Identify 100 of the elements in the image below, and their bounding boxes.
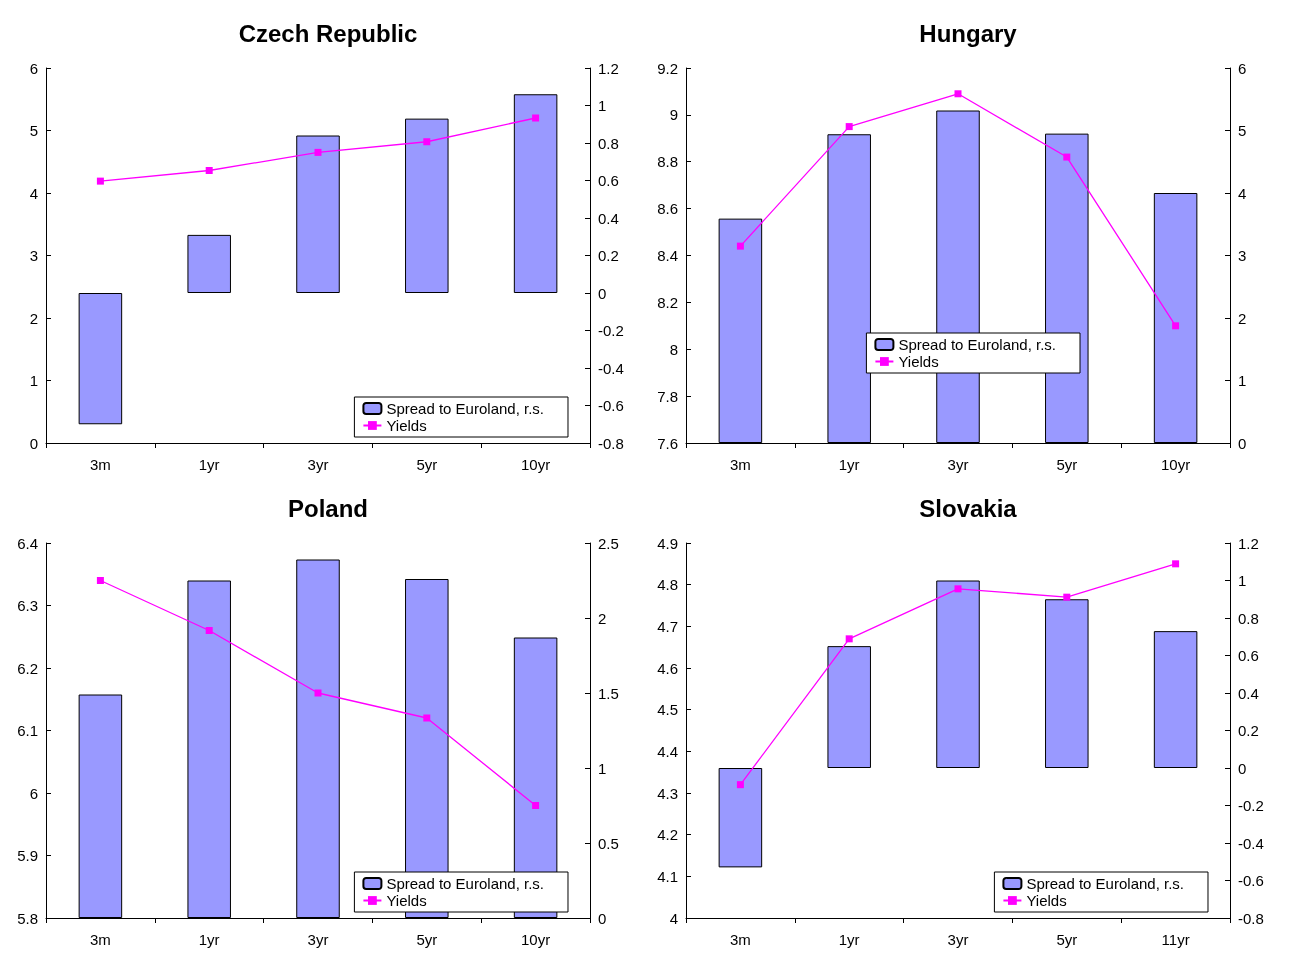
point (205, 627, 213, 634)
y-tick-label: 5.8 (17, 909, 38, 927)
y2-tick-label: -0.6 (598, 397, 624, 414)
y-tick-label: 4.6 (657, 659, 678, 677)
point (314, 689, 322, 697)
point (532, 802, 540, 809)
y-tick-label: 4.2 (657, 826, 678, 844)
y2-tick-label: -0.8 (1238, 909, 1264, 927)
x-tick-label: 1yr (198, 931, 220, 948)
point (954, 585, 962, 593)
legend-label: Yields (898, 353, 939, 370)
y-tick-label: 4.1 (657, 867, 678, 885)
y2-tick-label: -0.2 (598, 322, 624, 339)
point (736, 242, 744, 250)
y-tick-label: 5 (29, 122, 38, 139)
y2-tick-label: 0.6 (1238, 647, 1259, 664)
y-tick-label: 6 (29, 59, 38, 77)
point (954, 90, 962, 98)
y-tick-label: 4.5 (657, 701, 678, 719)
bar (718, 768, 763, 868)
bar (78, 293, 123, 425)
point (845, 635, 853, 643)
chart-title: Czech Republic (238, 19, 418, 47)
chart-title: Slovakia (919, 494, 1018, 522)
y-tick-label: 8.6 (657, 200, 678, 218)
x-tick-label: 1yr (198, 456, 220, 473)
y-tick-label: 6 (29, 784, 38, 802)
y2-tick-label: 0.2 (598, 247, 619, 264)
y-tick-label: 4.3 (657, 784, 678, 802)
x-tick-label: 10yr (521, 456, 551, 473)
y2-tick-label: 0.8 (598, 134, 619, 152)
y-tick-label: 4.8 (657, 576, 678, 594)
y-tick-label: 7.8 (657, 387, 678, 405)
y2-tick-label: 1 (1238, 572, 1247, 589)
y2-tick-label: 0 (1238, 434, 1247, 452)
y2-tick-label: -0.2 (1238, 797, 1264, 814)
y2-tick-label: -0.6 (1238, 872, 1264, 889)
y2-tick-label: 5 (1238, 122, 1247, 139)
y2-tick-label: 1.2 (1238, 534, 1259, 552)
x-tick-label: 5yr (416, 456, 438, 473)
chart-title: Hungary (919, 19, 1018, 47)
y2-tick-label: 0.6 (598, 172, 619, 189)
point (205, 167, 213, 174)
y2-tick-label: 1.5 (598, 684, 619, 702)
y-tick-label: 4 (29, 184, 38, 202)
y-tick-label: 9.2 (657, 59, 678, 77)
x-tick-label: 3yr (307, 456, 329, 473)
y2-tick-label: 6 (1238, 59, 1247, 77)
x-tick-label: 5yr (416, 931, 438, 948)
y2-tick-label: 1 (1238, 372, 1247, 389)
point (314, 148, 322, 156)
point (736, 781, 744, 789)
bar (1045, 599, 1089, 768)
y-tick-label: 4.4 (657, 742, 678, 760)
x-tick-label: 10yr (521, 931, 551, 948)
chart-title: Poland (287, 494, 369, 522)
y2-tick-label: 0.5 (598, 834, 619, 852)
point (1063, 593, 1071, 601)
point (845, 123, 853, 131)
y-tick-label: 6.1 (17, 722, 38, 739)
legend-label: Spread to Euroland, r.s. (386, 400, 545, 417)
bar (936, 580, 980, 768)
x-tick-label: 3yr (947, 456, 969, 473)
point (532, 114, 540, 122)
y-tick-label: 1 (29, 372, 38, 389)
y-tick-label: 8.8 (657, 153, 678, 171)
legend-label: Yields (386, 417, 427, 434)
x-tick-label: 10yr (1161, 456, 1191, 473)
point (423, 138, 431, 146)
y-tick-label: 6.3 (17, 597, 38, 614)
y2-tick-label: 0.2 (1238, 722, 1259, 739)
x-tick-label: 1yr (838, 931, 860, 948)
x-tick-label: 3m (729, 931, 751, 948)
bar (405, 118, 449, 293)
bar (187, 234, 231, 293)
legend-label: Spread to Euroland, r.s. (898, 336, 1057, 353)
y-tick-label: 2 (29, 309, 38, 327)
x-tick-label: 3yr (307, 931, 329, 948)
y-tick-label: 9 (669, 106, 678, 124)
y2-tick-label: -0.4 (1238, 834, 1264, 852)
y-tick-label: 8 (669, 340, 678, 358)
y2-tick-label: 4 (1238, 184, 1247, 202)
y-tick-label: 0 (29, 434, 38, 452)
x-tick-label: 3m (89, 456, 111, 473)
x-tick-label: 3m (729, 456, 751, 473)
y-tick-label: 4.9 (657, 534, 678, 552)
y2-tick-label: 0 (1238, 759, 1247, 777)
y2-tick-label: 2 (598, 609, 607, 627)
y-tick-label: 7.6 (657, 434, 678, 452)
y-tick-label: 8.2 (657, 293, 678, 311)
legend-label: Yields (386, 892, 427, 909)
bar (1153, 631, 1198, 768)
y2-tick-label: 3 (1238, 247, 1247, 264)
y2-tick-label: 2.5 (598, 534, 619, 552)
legend-label: Spread to Euroland, r.s. (386, 875, 545, 892)
y2-tick-label: 0.8 (1238, 609, 1259, 627)
y2-tick-label: 1 (598, 97, 607, 114)
y2-tick-label: 1.2 (598, 59, 619, 77)
x-tick-label: 5yr (1056, 456, 1078, 473)
point (1172, 322, 1180, 330)
